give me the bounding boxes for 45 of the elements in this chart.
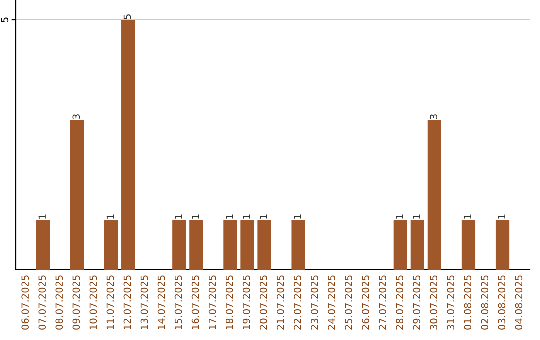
x-tick-label: 28.07.2025 [396,276,404,330]
x-tick-label: 18.07.2025 [226,276,234,330]
x-tick-label: 16.07.2025 [192,276,200,330]
data-label: 1 [413,214,420,219]
data-label: 1 [192,214,200,219]
x-tick-label: 04.08.2025 [515,276,523,330]
x-tick-label: 09.07.2025 [72,276,80,330]
data-label: 1 [38,214,46,219]
x-tick-label: 26.07.2025 [362,276,370,330]
data-label: 1 [174,214,182,219]
x-tick-label: 14.07.2025 [158,276,166,330]
x-tick-label: 31.07.2025 [447,276,455,330]
x-tick-label: 15.07.2025 [174,276,182,330]
data-label: 5 [124,14,132,20]
x-tick-label: 13.07.2025 [140,276,148,330]
data-label: 1 [294,214,302,219]
x-tick-label: 06.07.2025 [22,276,30,330]
x-tick-label: 12.07.2025 [124,276,132,330]
x-tick-label: 11.07.2025 [106,276,114,330]
data-label: 1 [464,214,472,219]
data-label: 1 [106,214,114,219]
x-tick-label: 25.07.2025 [345,276,352,330]
x-tick-label: 10.07.2025 [90,276,98,330]
data-label: 1 [243,214,250,219]
x-tick-label: 24.07.2025 [328,276,336,330]
x-tick-label: 01.08.2025 [464,276,472,330]
data-label: 1 [498,214,506,219]
x-tick-label: 20.07.2025 [260,276,268,330]
x-tick-label: 22.07.2025 [294,276,302,330]
x-tick-label: 19.07.2025 [242,276,250,330]
x-tick-label: 07.07.2025 [38,276,46,330]
x-tick-label: 23.07.2025 [311,276,318,330]
data-label: 3 [430,114,438,120]
x-tick-label: 03.08.2025 [498,276,506,330]
data-label: 1 [226,214,234,219]
data-label: 1 [260,214,268,219]
data-label: 3 [72,114,80,120]
x-tick-label: 21.07.2025 [276,276,284,330]
x-tick-label: 08.07.2025 [56,276,64,330]
data-label: 1 [396,214,404,219]
x-tick-label: 27.07.2025 [379,276,386,330]
x-tick-label: 30.07.2025 [430,276,438,330]
x-tick-label: 02.08.2025 [481,276,489,330]
x-tick-label: 29.07.2025 [413,276,420,330]
x-tick-label: 17.07.2025 [208,276,216,330]
